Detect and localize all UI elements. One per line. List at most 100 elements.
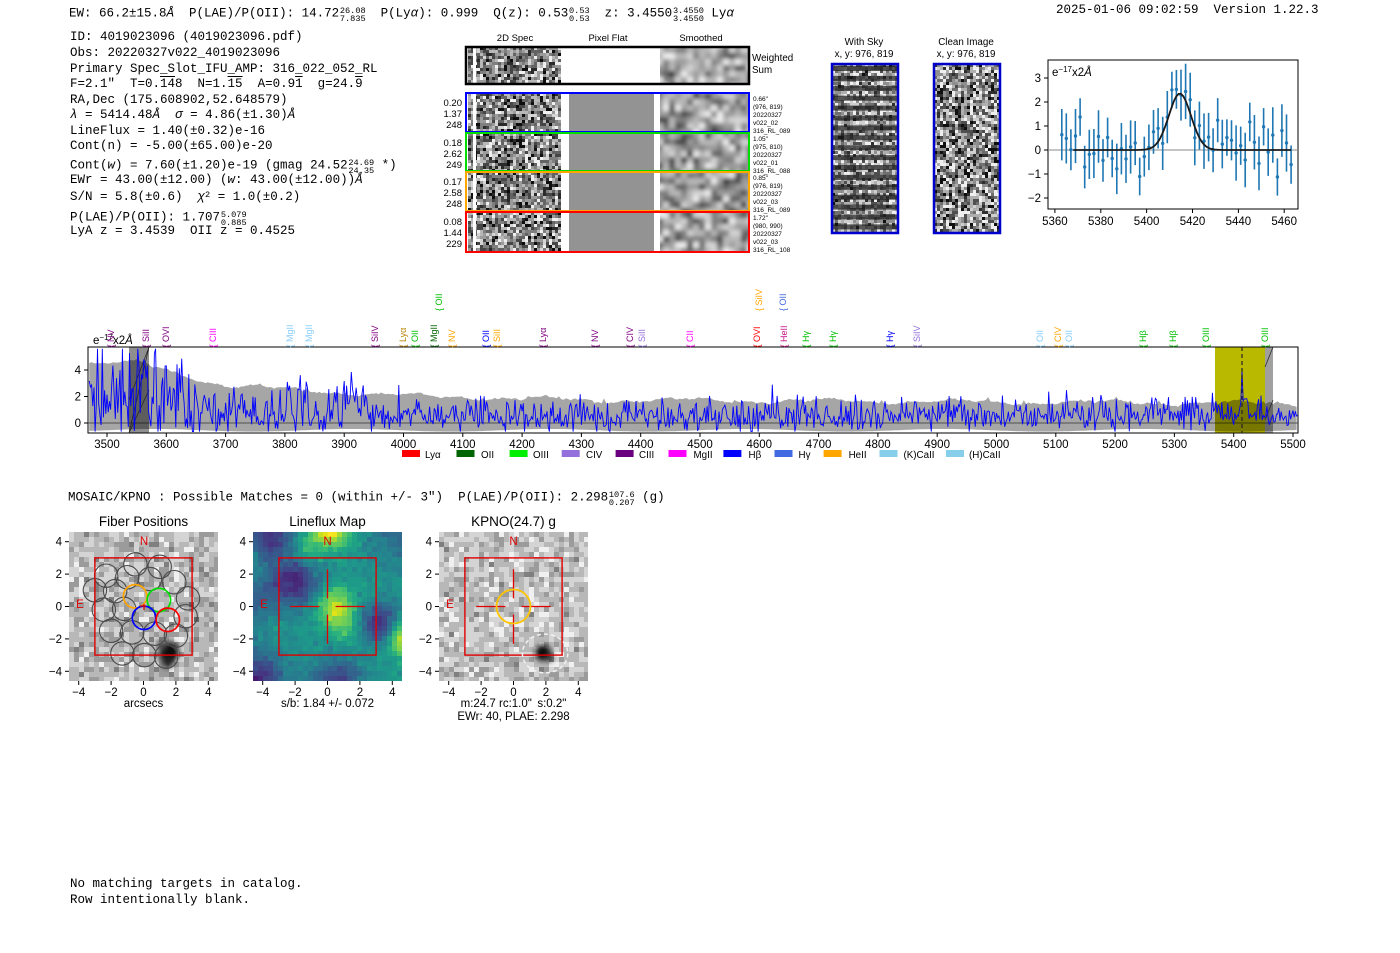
svg-text:{ SiIV: { SiIV (370, 325, 380, 347)
svg-text:4600: 4600 (747, 439, 773, 451)
svg-text:{ NV: { NV (106, 329, 116, 347)
svg-text:Pixel Flat: Pixel Flat (588, 33, 627, 44)
svg-text:4000: 4000 (391, 439, 417, 451)
svg-text:5000: 5000 (984, 439, 1010, 451)
svg-text:0.17: 0.17 (444, 177, 463, 188)
svg-text:2D Spec: 2D Spec (497, 33, 534, 44)
svg-text:0: 0 (1035, 145, 1041, 157)
svg-text:316_RL_108: 316_RL_108 (753, 247, 791, 254)
svg-text:{ Hγ: { Hγ (801, 330, 811, 347)
svg-text:E: E (76, 599, 84, 611)
svg-text:HeII: HeII (849, 450, 867, 461)
svg-text:v022_03: v022_03 (753, 239, 778, 246)
svg-text:5380: 5380 (1088, 216, 1114, 228)
svg-text:N: N (323, 536, 331, 548)
svg-text:5400: 5400 (1134, 216, 1160, 228)
svg-text:316_RL_089: 316_RL_089 (753, 207, 791, 214)
svg-text:Weighted: Weighted (752, 53, 793, 64)
svg-text:2: 2 (173, 687, 179, 699)
svg-text:248: 248 (446, 199, 462, 210)
svg-text:{ OVI: { OVI (752, 326, 762, 347)
svg-text:20220327: 20220327 (753, 191, 782, 198)
svg-text:{ Hβ: { Hβ (1138, 330, 1148, 347)
svg-text:0.20: 0.20 (444, 98, 463, 109)
svg-text:{ OII: { OII (434, 293, 444, 311)
svg-text:2: 2 (543, 687, 549, 699)
svg-text:5440: 5440 (1226, 216, 1252, 228)
svg-text:3800: 3800 (272, 439, 298, 451)
svg-text:4500: 4500 (687, 439, 713, 451)
svg-text:{ OIII: { OIII (1260, 327, 1270, 347)
svg-text:{ SiII: { SiII (141, 329, 151, 348)
svg-text:(976, 819): (976, 819) (753, 183, 783, 190)
svg-text:{ OII: { OII (481, 330, 491, 348)
svg-text:{ SiIV: { SiIV (754, 289, 764, 311)
svg-text:−2: −2 (105, 687, 118, 699)
svg-text:20220327: 20220327 (753, 231, 782, 238)
svg-text:0.66": 0.66" (753, 96, 769, 103)
svg-text:{ NV: { NV (447, 329, 457, 347)
svg-text:{ OII: { OII (778, 293, 788, 311)
svg-text:4: 4 (389, 687, 396, 699)
svg-text:Sum: Sum (752, 65, 772, 76)
svg-text:2: 2 (240, 569, 246, 581)
svg-text:OII: OII (481, 450, 494, 461)
svg-text:4: 4 (56, 537, 63, 549)
svg-text:{ Hβ: { Hβ (1168, 330, 1178, 347)
svg-text:316_RL_088: 316_RL_088 (753, 168, 791, 175)
svg-text:4: 4 (575, 687, 582, 699)
svg-text:0: 0 (75, 418, 81, 430)
svg-text:m:24.7 rc:1.0" s:0.2": m:24.7 rc:1.0" s:0.2" (461, 698, 567, 710)
svg-text:4300: 4300 (569, 439, 595, 451)
svg-text:{ NV: { NV (590, 329, 600, 347)
svg-text:3900: 3900 (331, 439, 357, 451)
svg-text:{ OIII: { OIII (1201, 327, 1211, 347)
svg-text:(K)CaII: (K)CaII (904, 450, 935, 461)
svg-text:4700: 4700 (806, 439, 832, 451)
svg-text:3600: 3600 (154, 439, 180, 451)
svg-text:v022_03: v022_03 (753, 199, 778, 206)
svg-text:1.37: 1.37 (444, 109, 463, 120)
svg-text:CIV: CIV (586, 450, 603, 461)
svg-text:3: 3 (1035, 73, 1041, 85)
svg-text:{ SiII: { SiII (492, 329, 502, 348)
svg-text:2.58: 2.58 (444, 188, 463, 199)
svg-text:{ OII: { OII (410, 330, 420, 348)
svg-text:{ SiII: { SiII (637, 329, 647, 348)
svg-text:{ MgII: { MgII (285, 324, 295, 347)
svg-text:5360: 5360 (1042, 216, 1068, 228)
svg-text:1.05": 1.05" (753, 136, 769, 143)
svg-text:Smoothed: Smoothed (679, 33, 722, 44)
svg-text:−4: −4 (442, 687, 456, 699)
svg-text:229: 229 (446, 239, 462, 250)
svg-text:4100: 4100 (450, 439, 476, 451)
svg-text:EWr: 40, PLAE: 2.298: EWr: 40, PLAE: 2.298 (457, 711, 569, 723)
svg-text:arcsecs: arcsecs (124, 698, 164, 710)
svg-text:−2: −2 (419, 634, 432, 646)
svg-text:0.08: 0.08 (444, 217, 463, 228)
svg-text:−2: −2 (49, 634, 62, 646)
svg-text:v022_01: v022_01 (753, 160, 778, 167)
svg-text:{ HeII: { HeII (779, 325, 789, 347)
svg-text:3500: 3500 (94, 439, 120, 451)
svg-text:v022_02: v022_02 (753, 120, 778, 127)
svg-text:{ CII: { CII (685, 330, 695, 347)
svg-text:N: N (509, 536, 517, 548)
svg-text:0: 0 (56, 602, 62, 614)
svg-text:0.18: 0.18 (444, 138, 463, 149)
svg-text:{ Lyα: { Lyα (538, 328, 548, 348)
svg-text:MgII: MgII (694, 450, 713, 461)
svg-text:5500: 5500 (1280, 439, 1306, 451)
svg-text:{ OII: { OII (1035, 330, 1045, 348)
svg-text:4200: 4200 (509, 439, 535, 451)
svg-text:0: 0 (240, 602, 246, 614)
svg-text:{ MgII: { MgII (304, 324, 314, 347)
svg-text:5460: 5460 (1271, 216, 1297, 228)
svg-text:e−17x2Å: e−17x2Å (1052, 65, 1092, 79)
svg-text:0.85": 0.85" (753, 175, 769, 182)
svg-text:{ Lyα: { Lyα (398, 328, 408, 348)
svg-text:−1: −1 (1028, 169, 1041, 181)
svg-text:2: 2 (426, 569, 432, 581)
svg-text:OIII: OIII (533, 450, 549, 461)
svg-text:Lyα: Lyα (425, 450, 441, 461)
